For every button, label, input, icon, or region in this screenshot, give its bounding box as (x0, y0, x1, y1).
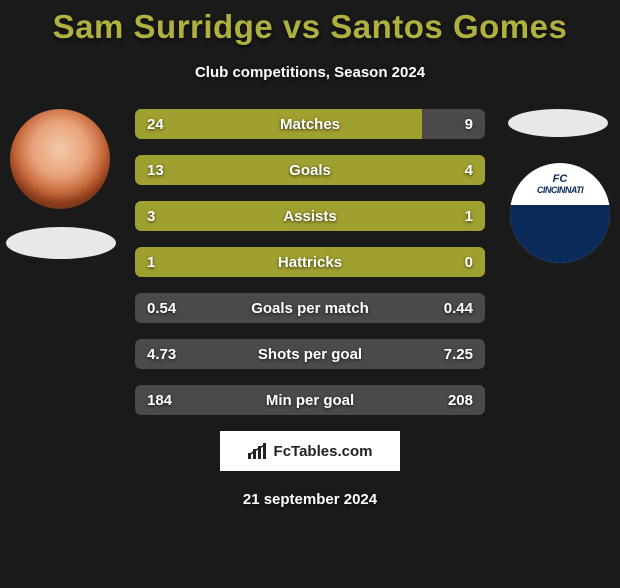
stat-label: Min per goal (135, 385, 485, 415)
club-logo-text1: FC (510, 173, 610, 185)
comparison-subtitle: Club competitions, Season 2024 (0, 64, 620, 81)
branding-text: FcTables.com (274, 443, 373, 460)
player1-avatar (10, 109, 110, 209)
stat-bars: 249Matches 134Goals 31Assists 10Hattricks 0.… (135, 109, 485, 415)
stat-label: Assists (135, 201, 485, 231)
club-logo-lower (510, 205, 610, 263)
stat-bar-row: 249Matches (135, 109, 485, 139)
comparison-title: Sam Surridge vs Santos Gomes (0, 8, 620, 46)
stat-bar-row: 184208Min per goal (135, 385, 485, 415)
stat-bar-row: 4.737.25Shots per goal (135, 339, 485, 369)
player2-avatar-placeholder (508, 109, 608, 137)
stat-label: Shots per goal (135, 339, 485, 369)
stat-bar-row: 31Assists (135, 201, 485, 231)
club-logo-text2: CINCINNATI (510, 185, 610, 195)
stat-label: Matches (135, 109, 485, 139)
player2-club-logo: FC CINCINNATI (510, 163, 610, 263)
stat-bar-row: 134Goals (135, 155, 485, 185)
chart-icon (248, 443, 268, 459)
stat-label: Goals (135, 155, 485, 185)
stat-label: Goals per match (135, 293, 485, 323)
comparison-content: FC CINCINNATI 249Matches 134Goals 31Assist… (0, 109, 620, 415)
player1-club-placeholder (6, 227, 116, 259)
branding-box: FcTables.com (220, 431, 400, 471)
stat-label: Hattricks (135, 247, 485, 277)
stat-bar-row: 0.540.44Goals per match (135, 293, 485, 323)
stat-bar-row: 10Hattricks (135, 247, 485, 277)
comparison-date: 21 september 2024 (0, 491, 620, 508)
